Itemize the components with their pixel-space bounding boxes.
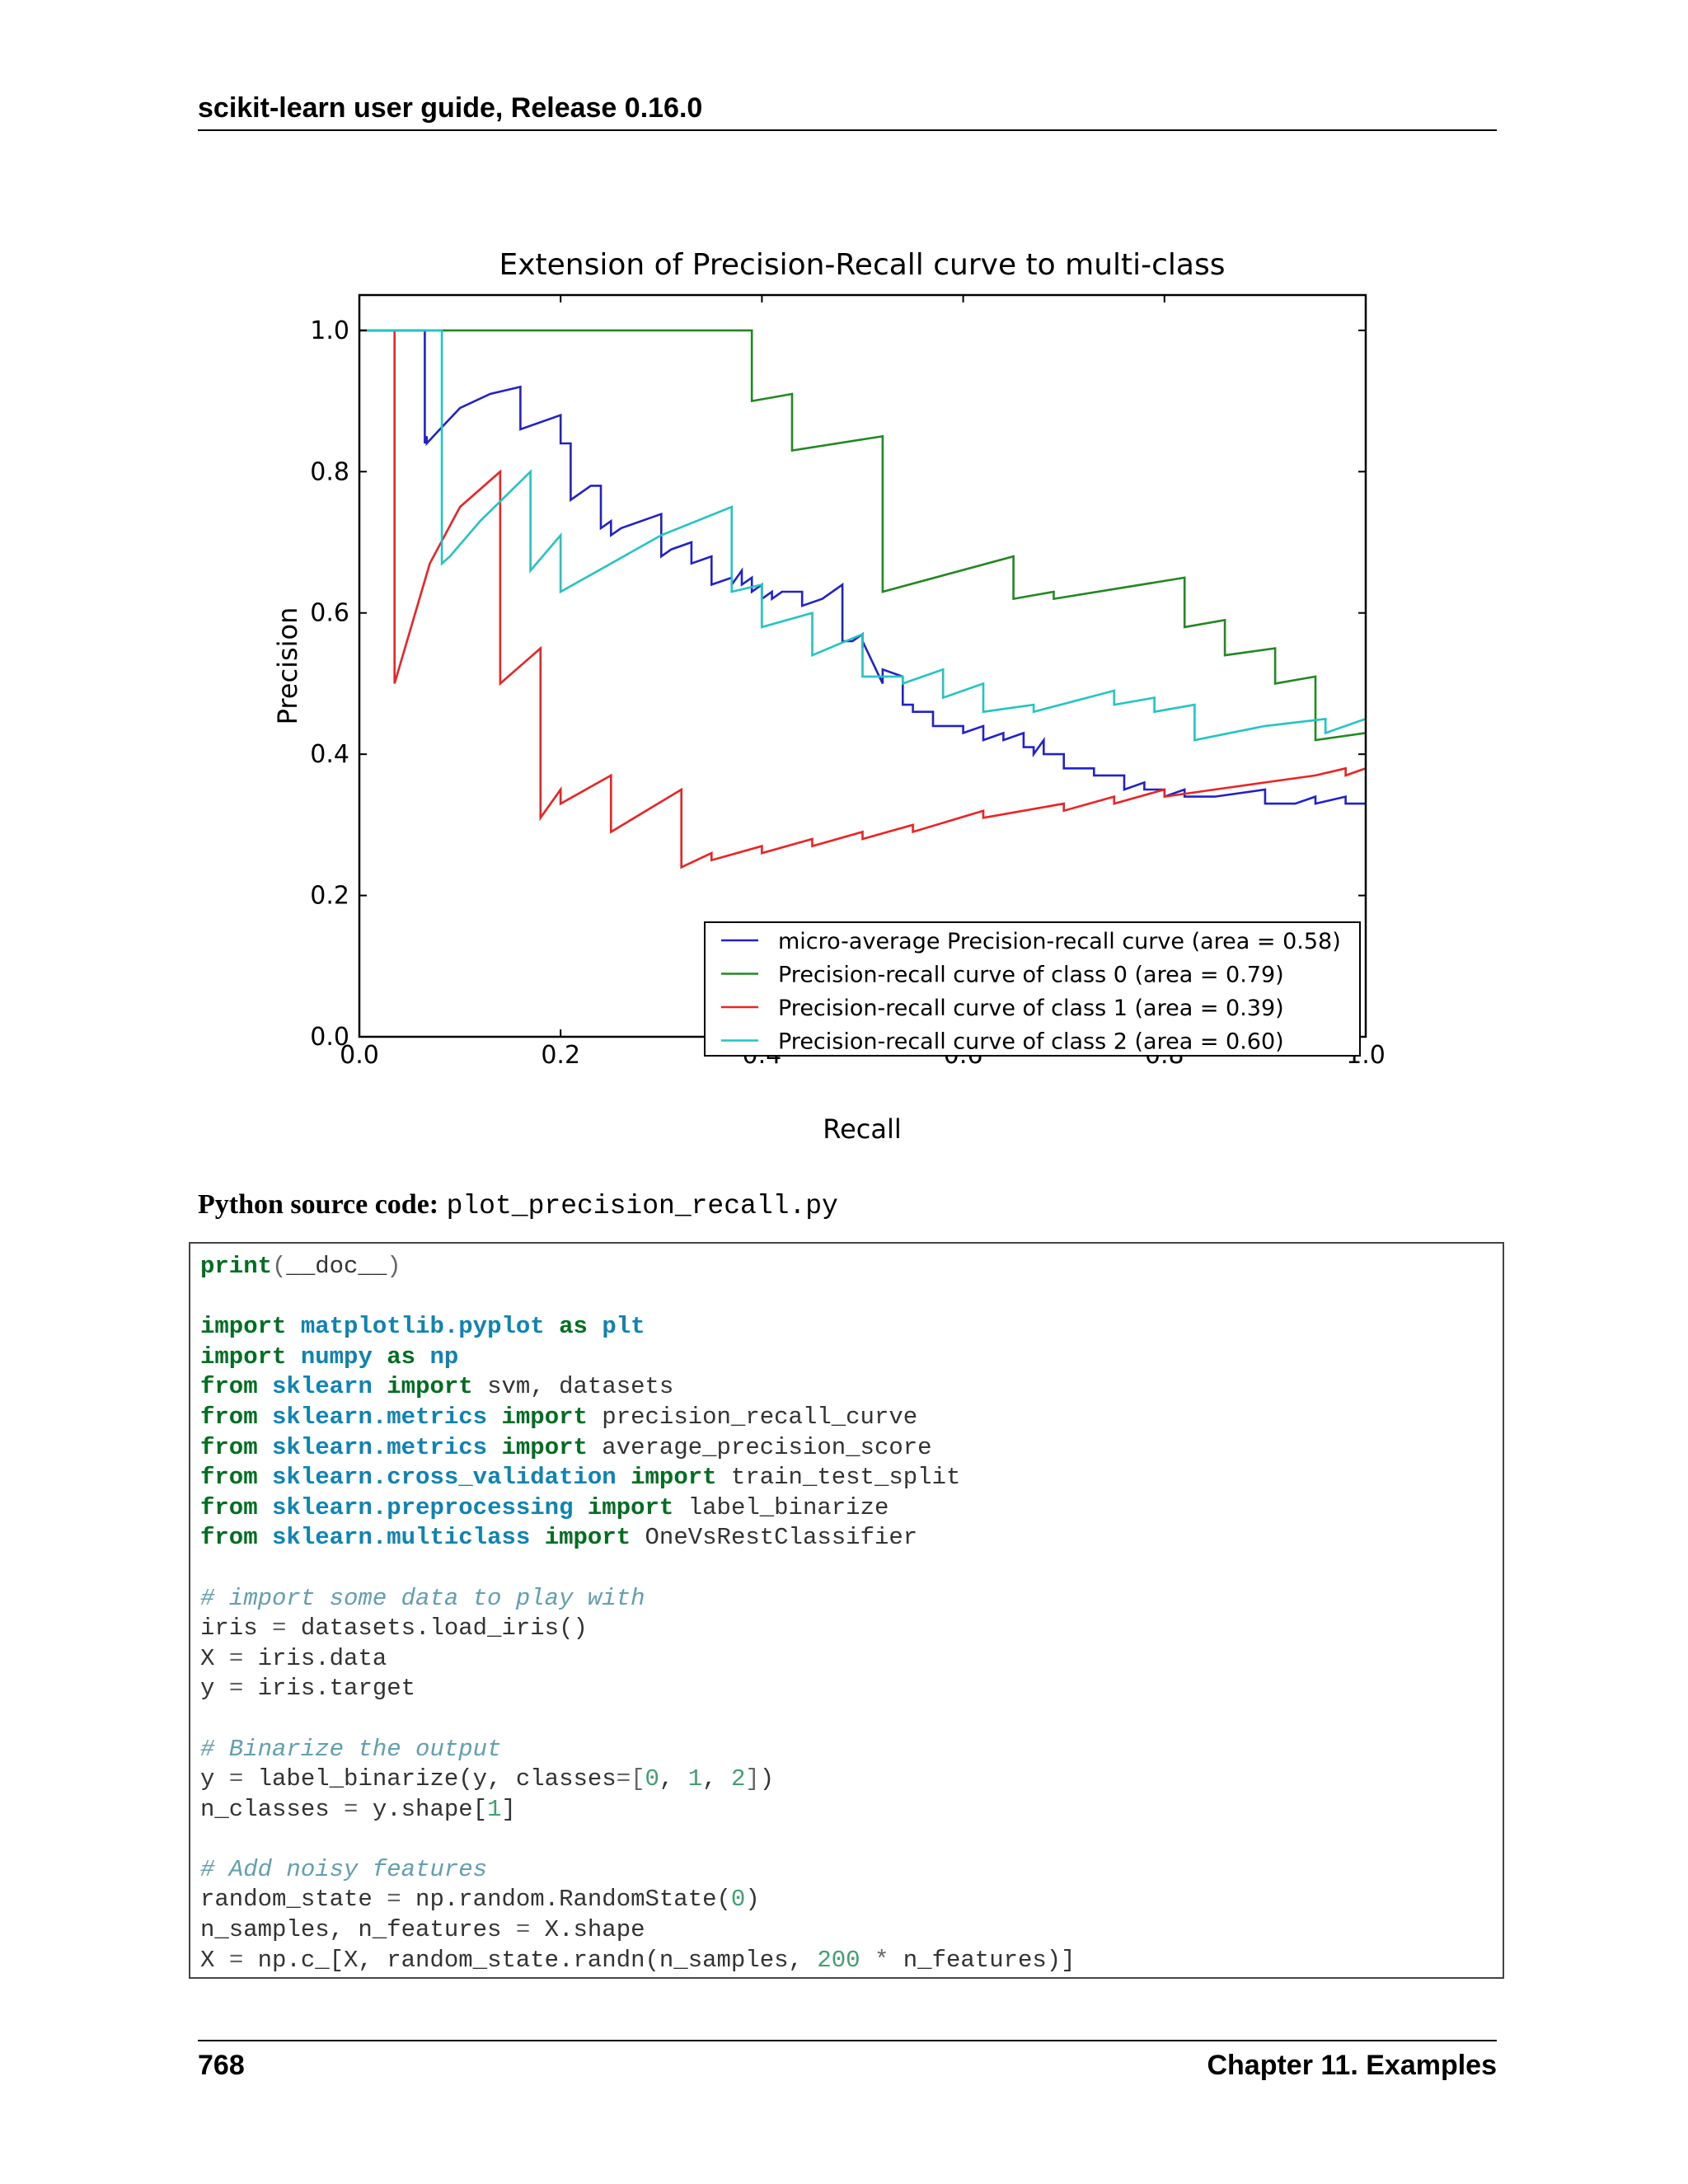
code-line: from sklearn.multiclass import OneVsRest… bbox=[200, 1524, 918, 1552]
code-line: from sklearn.metrics import average_prec… bbox=[200, 1433, 932, 1461]
x-axis-label: Recall bbox=[823, 1113, 901, 1145]
y-tick-label: 0.0 bbox=[310, 1023, 349, 1052]
code-line: iris = datasets.load_iris() bbox=[200, 1615, 588, 1643]
series-line-1 bbox=[359, 329, 1367, 742]
chart-svg: 0.00.20.40.60.81.00.00.20.40.60.81.0 Ext… bbox=[272, 248, 1386, 1145]
series-layer bbox=[359, 329, 1367, 869]
y-axis-label: Precision bbox=[272, 607, 303, 725]
code-line bbox=[200, 1704, 1493, 1735]
code-line: print(__doc__) bbox=[200, 1253, 401, 1280]
code-line: y = iris.target bbox=[200, 1675, 416, 1703]
legend-entry: Precision-recall curve of class 1 (area … bbox=[778, 996, 1284, 1021]
source-filename[interactable]: plot_precision_recall.py bbox=[446, 1191, 838, 1221]
legend-entry: Precision-recall curve of class 0 (area … bbox=[778, 963, 1284, 988]
code-line: import numpy as np bbox=[200, 1343, 459, 1371]
code-line: random_state = np.random.RandomState(0) bbox=[200, 1886, 760, 1914]
y-tick-label: 0.6 bbox=[310, 599, 349, 628]
code-line bbox=[200, 1282, 1493, 1313]
page-number: 768 bbox=[198, 2050, 245, 2081]
legend-box bbox=[704, 921, 1361, 1057]
series-line-3 bbox=[359, 329, 1367, 742]
y-tick-label: 0.8 bbox=[310, 457, 349, 486]
footer-rule bbox=[198, 2040, 1497, 2041]
code-line bbox=[200, 1554, 1493, 1584]
chart-legend: micro-average Precision-recall curve (ar… bbox=[704, 921, 1361, 1057]
code-line: X = np.c_[X, random_state.randn(n_sample… bbox=[200, 1946, 1076, 1974]
code-line: from sklearn import svm, datasets bbox=[200, 1373, 674, 1401]
y-tick-label: 0.2 bbox=[310, 882, 349, 911]
y-tick-label: 1.0 bbox=[310, 316, 349, 345]
code-line: from sklearn.metrics import precision_re… bbox=[200, 1403, 918, 1431]
code-line: n_samples, n_features = X.shape bbox=[200, 1916, 645, 1944]
legend-entry: micro-average Precision-recall curve (ar… bbox=[778, 929, 1341, 954]
code-line: # Binarize the output bbox=[200, 1735, 502, 1763]
code-line: n_classes = y.shape[1] bbox=[200, 1795, 516, 1823]
code-line: # Add noisy features bbox=[200, 1855, 488, 1883]
code-block: print(__doc__) import matplotlib.pyplot … bbox=[189, 1242, 1504, 1979]
code-line: y = label_binarize(y, classes=[0, 1, 2]) bbox=[200, 1765, 775, 1793]
code-line: X = iris.data bbox=[200, 1644, 387, 1672]
code-line: from sklearn.cross_validation import tra… bbox=[200, 1464, 961, 1492]
code-line bbox=[200, 1825, 1493, 1855]
header-rule bbox=[198, 129, 1497, 131]
precision-recall-chart: 0.00.20.40.60.81.00.00.20.40.60.81.0 Ext… bbox=[256, 239, 1409, 1154]
legend-entry: Precision-recall curve of class 2 (area … bbox=[778, 1029, 1284, 1055]
x-tick-label: 0.0 bbox=[340, 1041, 379, 1070]
chart-title: Extension of Precision-Recall curve to m… bbox=[499, 248, 1225, 282]
code-line: # import some data to play with bbox=[200, 1584, 645, 1612]
series-line-0 bbox=[359, 329, 1366, 805]
code-line: import matplotlib.pyplot as plt bbox=[200, 1313, 645, 1341]
running-header: scikit-learn user guide, Release 0.16.0 bbox=[198, 92, 703, 124]
x-tick-label: 0.2 bbox=[541, 1041, 580, 1070]
source-code-caption: Python source code: plot_precision_recal… bbox=[198, 1188, 838, 1221]
y-tick-label: 0.4 bbox=[310, 740, 349, 769]
series-line-2 bbox=[359, 329, 1367, 869]
source-code-label: Python source code: bbox=[198, 1189, 439, 1220]
code-line: from sklearn.preprocessing import label_… bbox=[200, 1493, 889, 1521]
chapter-title: Chapter 11. Examples bbox=[1207, 2050, 1497, 2081]
